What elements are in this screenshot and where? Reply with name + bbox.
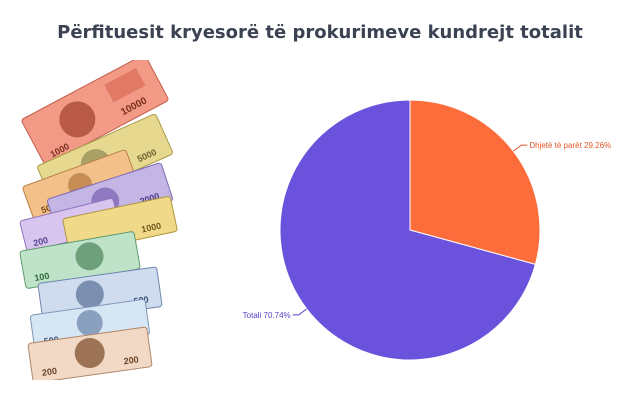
banknote-10000: 10000 1000 (21, 60, 169, 166)
banknote-100: 100 (19, 231, 141, 289)
banknote-100-label: 100 (34, 271, 51, 283)
banknote-200-bottom: 200 200 (27, 326, 153, 380)
banknotes-illustration: 10000 1000 5000 500 2000 200 1000 100 50… (19, 60, 178, 380)
pie-data-label-0: Dhjetë të parët 29.26% (529, 141, 611, 150)
chart-title: Përfituesit kryesorë të prokurimeve kund… (57, 22, 583, 43)
pie-data-label-1: Totali 70.74% (243, 311, 291, 320)
pie-leader-line-0 (513, 144, 528, 152)
pie-chart: Dhjetë të parët 29.26% Totali 70.74% (243, 99, 611, 361)
banknote-1000-yellow-label: 1000 (140, 221, 162, 235)
banknote-200-purple-label: 200 (32, 235, 49, 248)
pie-leader-line-1 (292, 308, 307, 316)
banknote-200-left-label: 200 (41, 366, 57, 378)
banknote-200-right-label: 200 (123, 354, 139, 366)
pie-slice-1 (279, 99, 536, 361)
